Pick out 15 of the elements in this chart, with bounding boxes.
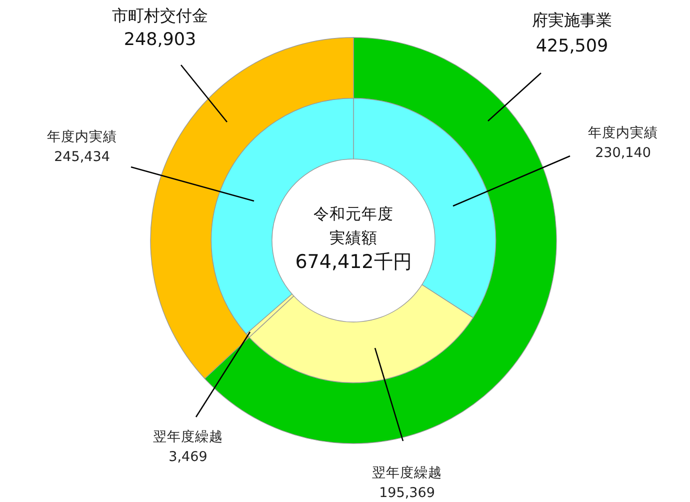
slice-label: 年度内実績 bbox=[47, 129, 117, 145]
data-label: 3,469 bbox=[168, 449, 208, 465]
data-label: 248,903 bbox=[124, 30, 196, 50]
text: 674,412千円 bbox=[295, 251, 412, 273]
text: 令和元年度 bbox=[314, 205, 394, 223]
slice-label: 翌年度繰越 bbox=[372, 465, 442, 481]
slice-label: 翌年度繰越 bbox=[153, 429, 223, 445]
slice-label: 年度内実績 bbox=[588, 125, 658, 141]
data-label: 230,140 bbox=[595, 145, 651, 161]
data-label: 245,434 bbox=[54, 149, 110, 165]
slice-label: 府実施事業 bbox=[532, 10, 612, 30]
data-label: 425,509 bbox=[536, 36, 608, 56]
data-label: 195,369 bbox=[379, 485, 435, 501]
slice-label: 市町村交付金 bbox=[112, 6, 208, 25]
text: 実績額 bbox=[330, 229, 378, 247]
